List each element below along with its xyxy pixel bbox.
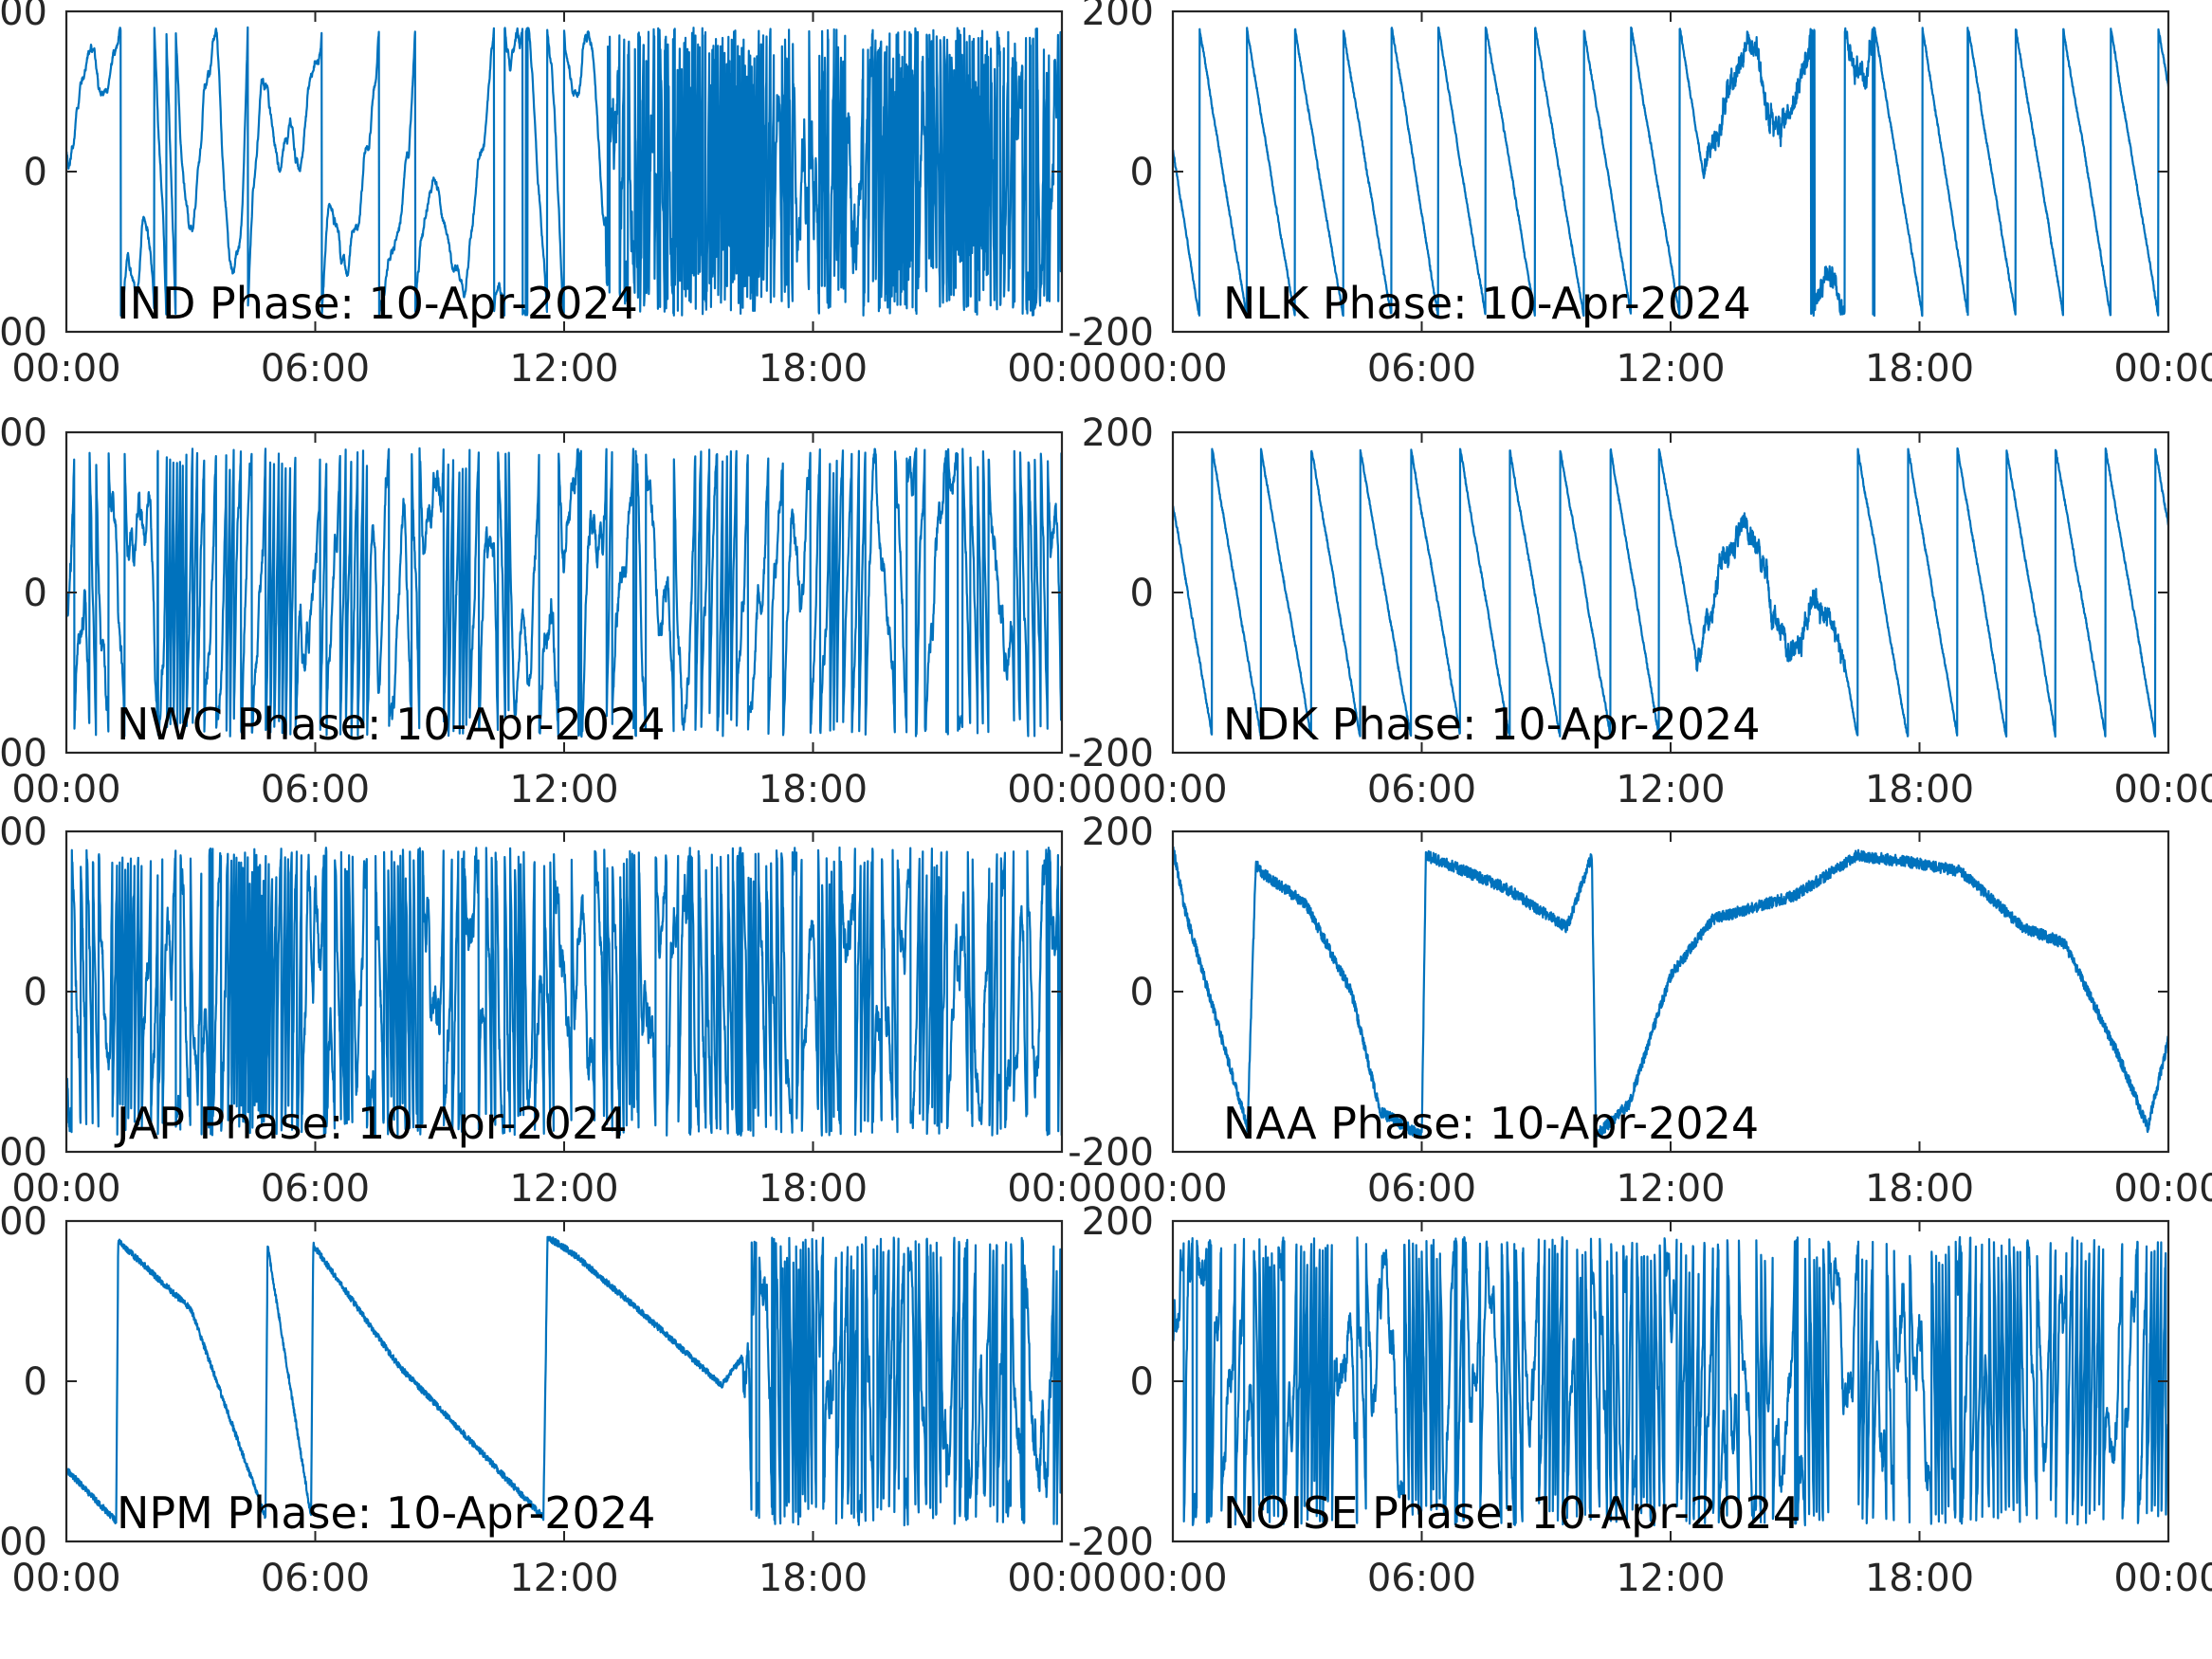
- subplot-title: NLK Phase: 10-Apr-2024: [1223, 278, 1751, 329]
- phase-trace: [66, 447, 1062, 738]
- x-tick-label: 06:00: [1367, 768, 1476, 811]
- y-tick-label: 0: [1130, 971, 1154, 1014]
- x-tick-label: 18:00: [759, 347, 868, 391]
- y-tick-label: -200: [0, 732, 47, 775]
- y-tick-label: 200: [1082, 0, 1154, 34]
- x-tick-label: 00:00: [11, 1557, 120, 1600]
- x-tick-label: 12:00: [509, 1557, 618, 1600]
- y-tick-label: 0: [24, 572, 47, 615]
- y-tick-label: -200: [0, 1521, 47, 1564]
- x-tick-label: 06:00: [261, 768, 370, 811]
- y-tick-label: -200: [0, 311, 47, 355]
- x-tick-label: 00:00: [1118, 768, 1227, 811]
- subplot-title: NDK Phase: 10-Apr-2024: [1223, 699, 1761, 750]
- x-tick-label: 00:00: [2113, 1167, 2212, 1211]
- phase-trace: [66, 26, 1062, 318]
- phase-trace: [66, 1235, 1062, 1527]
- y-tick-label: -200: [0, 1131, 47, 1175]
- x-tick-label: 18:00: [759, 768, 868, 811]
- x-tick-label: 06:00: [1367, 1557, 1476, 1600]
- x-tick-label: 18:00: [759, 1167, 868, 1211]
- x-tick-label: 00:00: [11, 347, 120, 391]
- x-tick-label: 12:00: [1616, 1167, 1725, 1211]
- y-tick-label: 200: [1082, 1200, 1154, 1244]
- x-tick-label: 00:00: [2113, 1557, 2212, 1600]
- y-tick-label: -200: [1068, 1131, 1154, 1175]
- y-tick-label: 0: [1130, 151, 1154, 194]
- y-tick-label: -200: [1068, 1521, 1154, 1564]
- x-tick-label: 06:00: [261, 1557, 370, 1600]
- phase-trace: [1173, 26, 2168, 318]
- phase-trace: [66, 846, 1062, 1138]
- x-tick-label: 00:00: [1118, 347, 1227, 391]
- x-tick-label: 12:00: [1616, 347, 1725, 391]
- y-tick-label: 0: [1130, 572, 1154, 615]
- x-tick-label: 18:00: [1865, 768, 1974, 811]
- x-tick-label: 00:00: [1118, 1167, 1227, 1211]
- subplot-title: NOISE Phase: 10-Apr-2024: [1223, 1487, 1801, 1539]
- subplot-title: JAP Phase: 10-Apr-2024: [114, 1098, 627, 1149]
- phase-trace: [1173, 447, 2168, 738]
- x-tick-label: 00:00: [1007, 1167, 1116, 1211]
- y-tick-label: -200: [1068, 311, 1154, 355]
- x-tick-label: 00:00: [11, 768, 120, 811]
- x-tick-label: 18:00: [759, 1557, 868, 1600]
- phase-trace: [1173, 1235, 2168, 1527]
- x-tick-label: 06:00: [1367, 1167, 1476, 1211]
- x-tick-label: 00:00: [11, 1167, 120, 1211]
- x-tick-label: 12:00: [509, 347, 618, 391]
- x-tick-label: 18:00: [1865, 347, 1974, 391]
- x-tick-label: 00:00: [1007, 768, 1116, 811]
- y-tick-label: -200: [1068, 732, 1154, 775]
- x-tick-label: 06:00: [261, 347, 370, 391]
- x-tick-label: 12:00: [1616, 768, 1725, 811]
- x-tick-label: 00:00: [1118, 1557, 1227, 1600]
- x-tick-label: 06:00: [1367, 347, 1476, 391]
- y-tick-label: 200: [1082, 811, 1154, 854]
- subplot-title: IND Phase: 10-Apr-2024: [117, 278, 638, 329]
- x-tick-label: 00:00: [2113, 347, 2212, 391]
- y-tick-label: 0: [24, 151, 47, 194]
- y-tick-label: 0: [1130, 1360, 1154, 1404]
- phase-trace: [1173, 846, 2168, 1138]
- y-tick-label: 200: [0, 1200, 47, 1244]
- x-tick-label: 18:00: [1865, 1167, 1974, 1211]
- y-tick-label: 200: [0, 411, 47, 455]
- x-tick-label: 12:00: [509, 1167, 618, 1211]
- x-tick-label: 12:00: [509, 768, 618, 811]
- subplot-title: NAA Phase: 10-Apr-2024: [1223, 1098, 1759, 1149]
- x-tick-label: 18:00: [1865, 1557, 1974, 1600]
- y-tick-label: 0: [24, 971, 47, 1014]
- x-tick-label: 12:00: [1616, 1557, 1725, 1600]
- x-tick-label: 00:00: [1007, 1557, 1116, 1600]
- subplot-title: NPM Phase: 10-Apr-2024: [117, 1487, 655, 1539]
- subplot-title: NWC Phase: 10-Apr-2024: [117, 699, 666, 750]
- y-tick-label: 0: [24, 1360, 47, 1404]
- y-tick-label: 200: [0, 0, 47, 34]
- x-tick-label: 00:00: [2113, 768, 2212, 811]
- x-tick-label: 00:00: [1007, 347, 1116, 391]
- x-tick-label: 06:00: [261, 1167, 370, 1211]
- y-tick-label: 200: [1082, 411, 1154, 455]
- y-tick-label: 200: [0, 811, 47, 854]
